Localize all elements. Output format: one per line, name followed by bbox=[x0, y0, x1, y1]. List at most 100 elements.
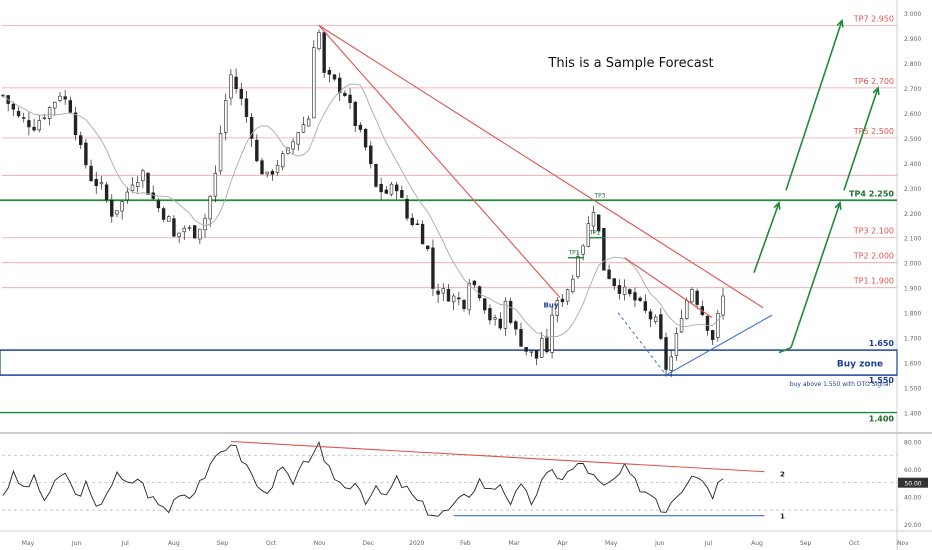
candle-body bbox=[104, 184, 109, 200]
price-tick-label: 3.000 bbox=[904, 11, 921, 18]
moving-average-line bbox=[2, 83, 724, 339]
candle-body bbox=[643, 301, 648, 311]
candle-body bbox=[322, 32, 326, 73]
candle-body bbox=[37, 120, 41, 131]
candle-body bbox=[167, 216, 171, 222]
price-levels: TP7 2.950 TP6 2.700 TP5 2.500 TP4 2.250 TP3 … bbox=[0, 14, 897, 424]
oscillator-current-value: 50.00 bbox=[904, 481, 921, 488]
price-tick-label: 2.400 bbox=[904, 161, 921, 168]
dashed-support-trendline bbox=[617, 312, 667, 376]
tp4-level-label: TP4 2.250 bbox=[849, 189, 894, 198]
candle-body bbox=[332, 74, 337, 80]
candle-body bbox=[369, 145, 373, 165]
candle-body bbox=[669, 356, 673, 371]
candle-body bbox=[394, 184, 399, 192]
price-tick-label: 1.600 bbox=[904, 361, 921, 368]
candle-body bbox=[591, 212, 596, 227]
time-tick-label: 2020 bbox=[409, 540, 424, 547]
oscillator-resistance-line bbox=[230, 440, 765, 473]
candle-body bbox=[249, 116, 254, 139]
buy-zone-note: buy above 1.550 with DTO Signal bbox=[790, 381, 891, 388]
buy-annotation: Buy bbox=[544, 302, 559, 310]
candle-body bbox=[337, 77, 342, 93]
price-tick-label: 1.400 bbox=[904, 411, 921, 418]
candle-body bbox=[58, 95, 62, 101]
candle-body bbox=[664, 337, 668, 370]
buy-zone-layer: Buy zone buy above 1.550 with DTO Signal bbox=[0, 349, 898, 388]
candle-body bbox=[234, 76, 238, 89]
candle-body bbox=[275, 164, 280, 173]
trendlines: TP1 TP2 TP3 Buy bbox=[318, 25, 773, 376]
candle-body bbox=[229, 74, 233, 99]
time-tick-label: Jul bbox=[704, 540, 713, 547]
candle-body bbox=[441, 288, 445, 294]
candle-body bbox=[576, 256, 580, 278]
candle-body bbox=[436, 290, 440, 295]
candle-body bbox=[628, 289, 632, 295]
price-tick-label: 2.500 bbox=[904, 136, 921, 143]
candle-body bbox=[467, 282, 471, 311]
oscillator-tick-label: 80.00 bbox=[904, 439, 921, 446]
candle-body bbox=[317, 32, 321, 50]
buy-zone-label: Buy zone bbox=[837, 360, 883, 370]
price-tick-label: 1.900 bbox=[904, 286, 921, 293]
candle-body bbox=[79, 135, 83, 145]
candle-body bbox=[400, 190, 404, 198]
candle-body bbox=[571, 278, 575, 292]
forecast-arrow-shaft bbox=[785, 20, 843, 191]
candle-body bbox=[306, 118, 311, 127]
tp-level-label: TP1 1.900 bbox=[853, 277, 894, 286]
candle-body bbox=[192, 225, 197, 239]
time-tick-label: Jun bbox=[71, 540, 82, 547]
forecast-arrow-shaft bbox=[753, 202, 780, 273]
price-tick-label: 2.100 bbox=[904, 236, 921, 243]
candle-body bbox=[710, 330, 715, 341]
candle-body bbox=[213, 172, 218, 197]
candle-body bbox=[22, 117, 26, 119]
candle-body bbox=[389, 183, 394, 195]
candle-body bbox=[265, 171, 269, 175]
candle-body bbox=[94, 179, 98, 186]
oscillator-line-label: 1 bbox=[780, 513, 785, 521]
candle-body bbox=[519, 329, 523, 347]
candle-body bbox=[534, 350, 539, 359]
candle-body bbox=[363, 128, 368, 148]
oscillator-line bbox=[2, 440, 724, 517]
forecast-arrow-head bbox=[872, 86, 880, 95]
candle-body bbox=[73, 112, 78, 136]
time-tick-label: May bbox=[605, 540, 618, 547]
candle-body bbox=[89, 165, 93, 182]
time-tick-label: Nov bbox=[897, 540, 909, 547]
candle-body bbox=[32, 126, 36, 131]
candle-body bbox=[291, 141, 295, 150]
zone-level-label: 1.650 bbox=[869, 339, 895, 348]
candle-body bbox=[135, 182, 140, 188]
candle-body bbox=[607, 269, 611, 279]
candle-body bbox=[514, 321, 518, 330]
candle-body bbox=[156, 200, 161, 209]
candle-body bbox=[410, 217, 414, 226]
candle-body bbox=[224, 100, 228, 133]
candle-body bbox=[472, 280, 477, 286]
oscillator-tick-label: 60.00 bbox=[904, 467, 921, 474]
candle-body bbox=[203, 218, 207, 231]
candle-body bbox=[617, 285, 622, 294]
time-tick-label: May bbox=[22, 540, 35, 547]
tp-mark-label: TP3 bbox=[593, 192, 605, 199]
candle-body bbox=[125, 191, 130, 201]
candle-body bbox=[477, 286, 482, 299]
candle-body bbox=[488, 308, 492, 321]
candle-body bbox=[260, 160, 264, 175]
candle-body bbox=[63, 96, 67, 100]
price-tick-label: 2.700 bbox=[904, 86, 921, 93]
price-tick-label: 2.900 bbox=[904, 36, 921, 43]
chart-title: This is a Sample Forecast bbox=[547, 56, 713, 71]
axes: 3.000 2.900 2.800 2.700 2.600 2.500 2.400 2.300… bbox=[22, 11, 928, 547]
candle-body bbox=[550, 314, 554, 353]
candle-body bbox=[581, 245, 585, 255]
candle-body bbox=[679, 318, 684, 333]
tp-level-label: TP3 2.100 bbox=[853, 227, 894, 236]
candle-body bbox=[695, 290, 699, 305]
candle-body bbox=[498, 318, 502, 329]
